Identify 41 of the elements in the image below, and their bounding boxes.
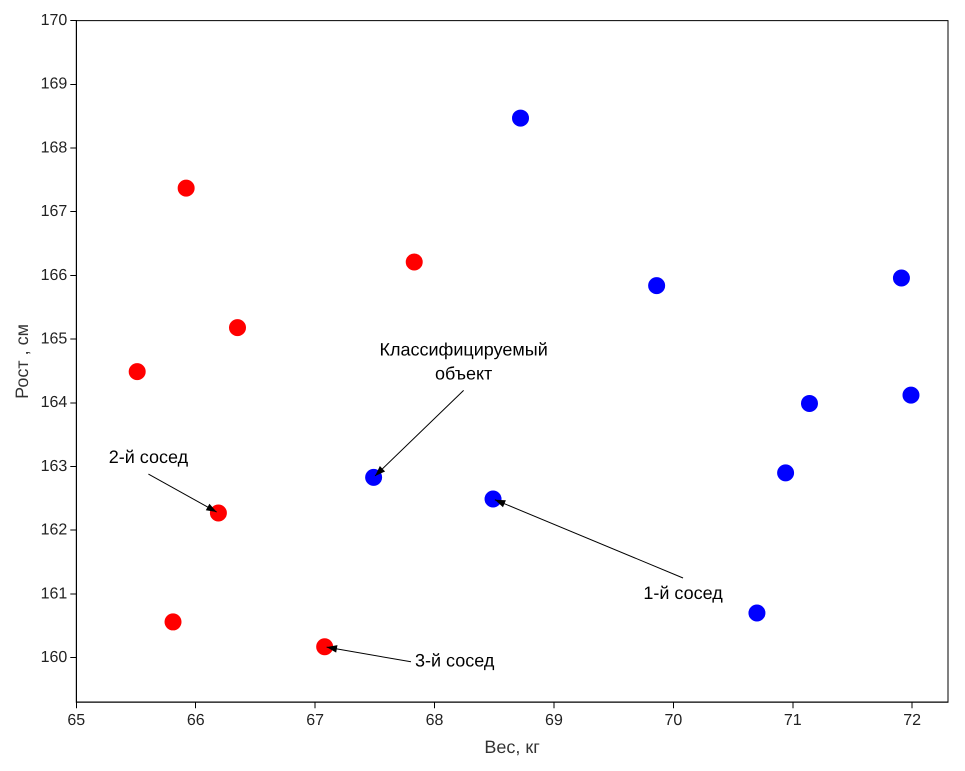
x-tick-label: 67 <box>306 712 324 730</box>
point <box>777 464 794 482</box>
y-tick-label: 167 <box>40 203 68 220</box>
point <box>648 277 666 294</box>
x-tick-label: 70 <box>664 712 682 730</box>
x-tick-label: 65 <box>67 712 86 730</box>
y-tick-label: 161 <box>40 585 68 602</box>
point <box>128 363 146 380</box>
annotation: Классифицируемый объект <box>379 339 548 384</box>
point <box>892 269 910 286</box>
x-tick-label: 66 <box>186 712 205 730</box>
x-tick-label: 68 <box>426 712 444 730</box>
point <box>365 468 382 486</box>
annotation: 1-й сосед <box>643 582 724 603</box>
point <box>406 254 423 271</box>
y-tick-label: 164 <box>40 394 68 412</box>
y-tick-label: 165 <box>40 330 68 348</box>
annotation: 3-й сосед <box>414 650 495 671</box>
y-tick-label: 166 <box>40 266 68 284</box>
point <box>484 490 502 508</box>
point <box>164 613 182 630</box>
y-axis-title: Рост , см <box>12 324 32 399</box>
point <box>800 394 818 412</box>
y-tick-label: 169 <box>40 76 68 93</box>
point <box>229 319 246 336</box>
point <box>178 180 195 197</box>
x-axis-title: Вес, кг <box>484 737 540 758</box>
point <box>902 386 920 404</box>
y-tick-label: 162 <box>40 522 68 539</box>
point <box>748 604 766 622</box>
y-tick-label: 168 <box>40 139 68 156</box>
point <box>210 504 227 522</box>
y-tick-label: 160 <box>40 649 68 666</box>
x-tick-label: 72 <box>903 712 922 730</box>
y-tick-label: 163 <box>40 458 68 475</box>
y-tick-label: 170 <box>40 12 68 30</box>
annotation: 2-й сосед <box>108 446 189 467</box>
x-tick-label: 69 <box>545 712 563 730</box>
x-tick-label: 71 <box>784 712 802 730</box>
point <box>512 110 530 127</box>
point <box>316 638 334 656</box>
